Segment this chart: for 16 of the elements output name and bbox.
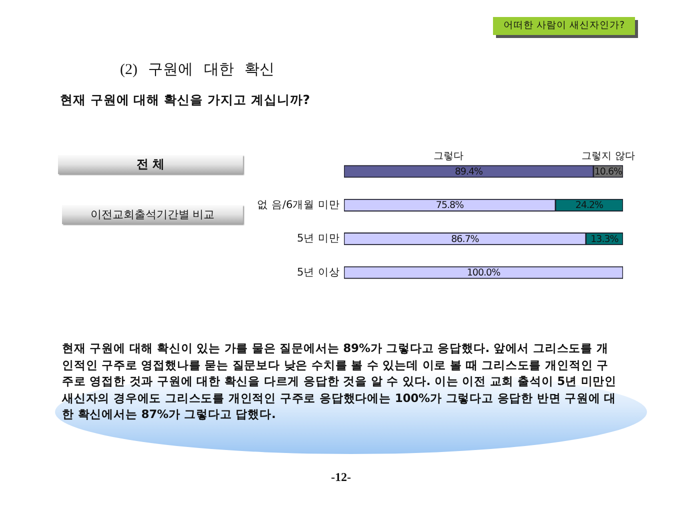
- text: (2) 구원에 대한 확신: [120, 61, 275, 79]
- y-tick-label: 없 음/6개월 미만: [257, 198, 340, 211]
- data-label: 89.4%: [454, 166, 484, 178]
- data-label: 24.2%: [575, 200, 604, 212]
- y-tick-label: 5년 이상: [296, 266, 340, 278]
- data-label: 75.8%: [436, 200, 464, 212]
- data-label: 10.6%: [594, 166, 623, 178]
- text: -12-: [330, 470, 352, 485]
- series-label: 그렇다: [434, 151, 464, 162]
- data-label: 100.0%: [466, 268, 501, 279]
- series-label: 그렇지 않다: [582, 151, 635, 162]
- text: 현재 구원에 대해 확신을 가지고 계십니까?: [60, 92, 310, 109]
- data-label: 13.3%: [590, 234, 619, 245]
- y-tick-label: 5년 미만: [296, 232, 340, 245]
- data-label: 86.7%: [451, 234, 480, 245]
- text: 현재 구원에 대해 확신이 있는 가를 물은 질문에서는 89%가 그렇다고 응답했다. 앞에서 그리스도를 개인적인 구주로 영접했나를 묻는 질문보다 낮은 수치를 볼 수 있는데 이로 볼 때 그리스도를 개인적인 구주로 영접한 것과 구원에 대한 확신을 다르게 응답한 것을 알 수 있다. 이는 이전 교회 출석이 5년 미만인 새신자의 경우에도 그리스도를 개인적인 구주로 응답했다에는 100%가 그렇다고 응답한 반면 구원에 대한 확신에서는 87%가 그렇다고 답했다.: [62, 340, 618, 422]
